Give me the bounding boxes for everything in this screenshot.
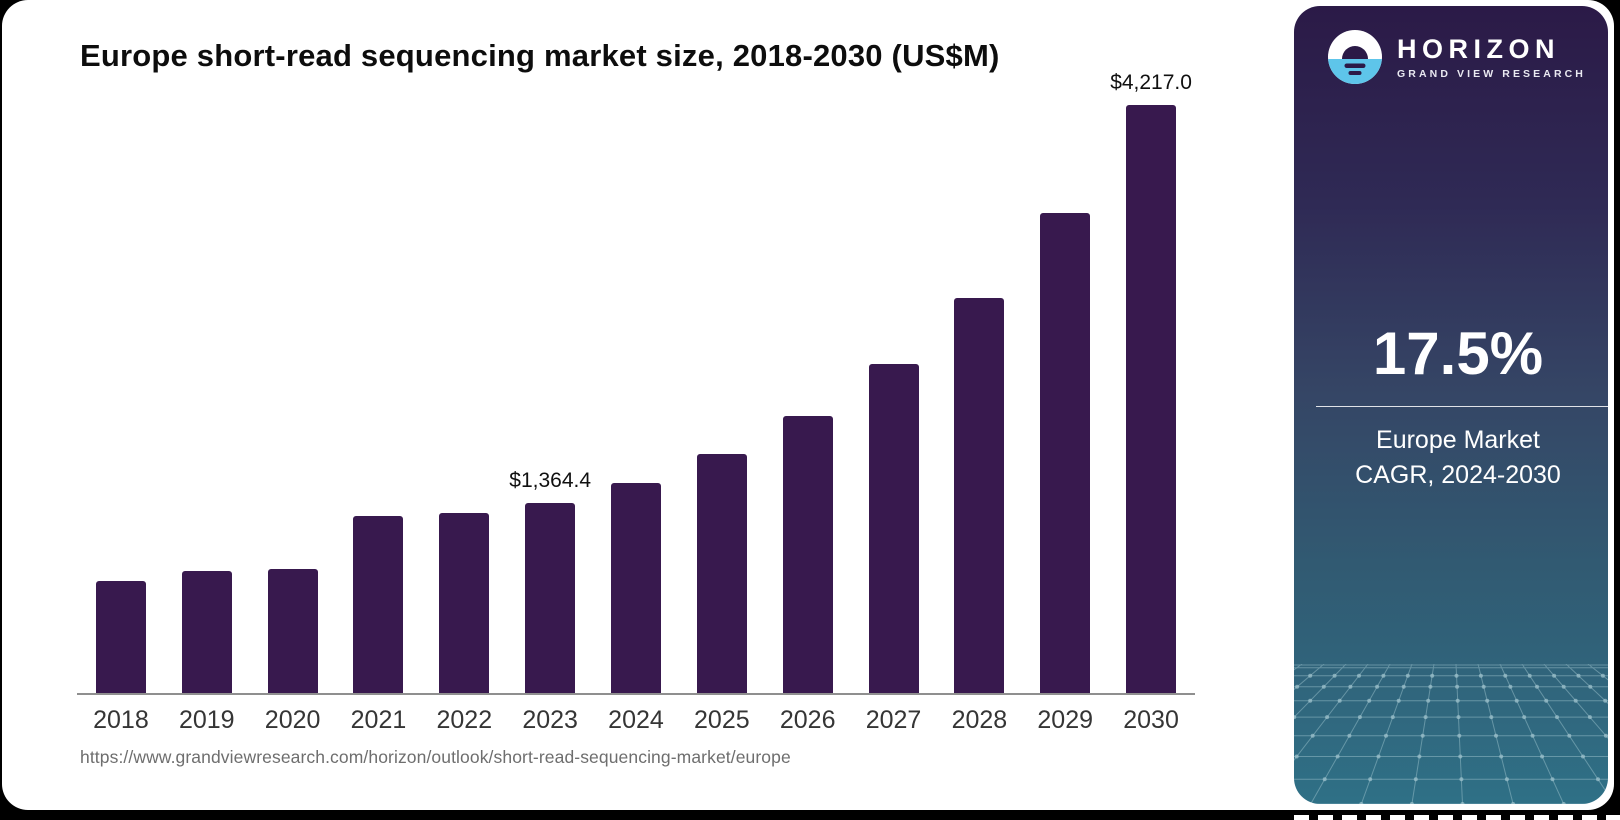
bar-column-2027: 2027 [851, 105, 937, 734]
bar-2029 [1040, 213, 1091, 693]
bar-column-2026: 2026 [765, 105, 851, 734]
bar-2021 [353, 516, 404, 693]
year-label-2022: 2022 [436, 706, 493, 734]
brand-name: HORIZON [1397, 34, 1560, 64]
brand-text: HORIZON GRAND VIEW RESEARCH [1397, 34, 1586, 80]
bar-2019 [181, 570, 232, 693]
bar-2023 [525, 502, 576, 693]
year-label-2026: 2026 [779, 706, 836, 734]
bar-2022 [439, 513, 490, 693]
bar-2030 [1126, 105, 1177, 693]
bar-column-2025: 2025 [679, 105, 765, 734]
bar-column-2024: 2024 [593, 105, 679, 734]
bar-2027 [868, 363, 919, 693]
year-label-2028: 2028 [951, 706, 1008, 734]
brand-logo-block: HORIZON GRAND VIEW RESEARCH [1328, 30, 1586, 84]
year-label-2020: 2020 [264, 706, 321, 734]
brand-subtitle: GRAND VIEW RESEARCH [1397, 68, 1586, 80]
bar-column-2018: 2018 [78, 105, 164, 734]
bar-2018 [95, 581, 146, 693]
bar-column-2023: $1,364.4 2023 [507, 105, 593, 734]
bar-2026 [782, 415, 833, 693]
bar-column-2021: 2021 [336, 105, 422, 734]
cagr-value: 17.5% [1372, 320, 1544, 387]
value-label-2030: $4,217.0 [1110, 71, 1192, 94]
bar-chart: 2018 2019 2020 2021 2022 $1,364.4 2023 2024 2025… [78, 71, 1194, 734]
chart-title: Europe short-read sequencing market size… [80, 38, 1000, 73]
source-url: https://www.grandviewresearch.com/horizo… [80, 747, 791, 767]
x-axis-line [77, 693, 1195, 695]
bar-2020 [267, 569, 318, 693]
bar-2028 [954, 298, 1005, 693]
cagr-stat-block: 17.5% Europe Market CAGR, 2024-2030 [1294, 322, 1608, 493]
wireframe-mesh-decoration [1294, 664, 1608, 804]
stat-label-line1: Europe Market [1376, 426, 1540, 454]
year-label-2021: 2021 [350, 706, 407, 734]
bar-column-2019: 2019 [164, 105, 250, 734]
bar-2024 [610, 482, 661, 693]
year-label-2019: 2019 [178, 706, 235, 734]
stat-divider [1316, 406, 1608, 407]
bar-2025 [696, 453, 747, 693]
year-label-2018: 2018 [93, 706, 149, 734]
year-label-2024: 2024 [608, 706, 664, 734]
bottom-dashed-line-decoration [1294, 815, 1620, 820]
bar-column-2022: 2022 [421, 105, 507, 734]
year-label-2029: 2029 [1037, 706, 1094, 734]
value-label-2023: $1,364.4 [509, 468, 592, 492]
sidebar-panel: HORIZON GRAND VIEW RESEARCH 17.5% Europe… [1294, 6, 1608, 804]
bar-column-2030: $4,217.0 2030 [1108, 71, 1194, 734]
year-label-2023: 2023 [522, 706, 578, 734]
bar-column-2020: 2020 [250, 105, 336, 734]
year-label-2030: 2030 [1123, 706, 1179, 734]
year-label-2025: 2025 [694, 706, 750, 734]
bar-column-2029: 2029 [1022, 105, 1108, 734]
year-label-2027: 2027 [865, 706, 922, 734]
horizon-logo-icon [1328, 30, 1382, 84]
stat-label-line2: CAGR, 2024-2030 [1355, 461, 1561, 489]
bar-column-2028: 2028 [936, 105, 1022, 734]
